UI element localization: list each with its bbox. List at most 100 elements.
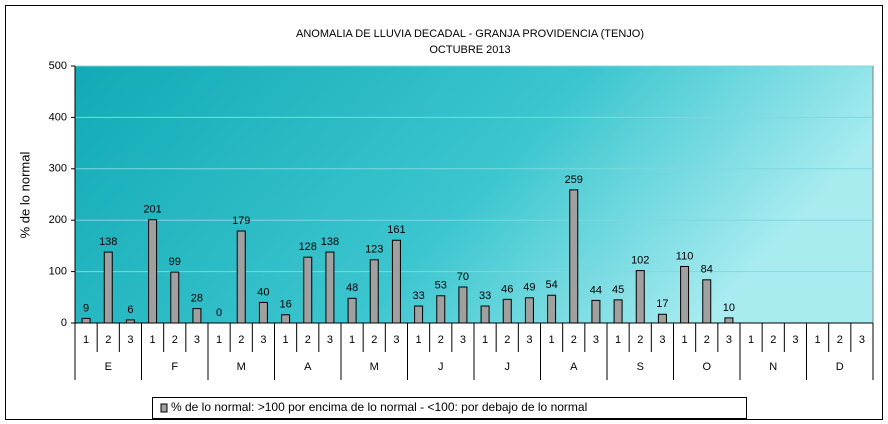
x-tick-label: 1 (682, 334, 688, 346)
chart-subtitle: OCTUBRE 2013 (429, 44, 510, 56)
bar (436, 295, 446, 324)
bar (236, 230, 246, 324)
group-label: A (570, 361, 578, 373)
data-label: 33 (479, 290, 491, 302)
data-label: 6 (127, 304, 133, 316)
x-tick-label: 1 (549, 334, 555, 346)
x-tick-label: 3 (726, 334, 732, 346)
bar (480, 305, 490, 324)
bar (702, 279, 712, 324)
bar (613, 299, 623, 324)
group-label: A (304, 361, 312, 373)
group-label: M (237, 361, 246, 373)
bar (125, 319, 135, 324)
chart-title: ANOMALIA DE LLUVIA DECADAL - GRANJA PROV… (296, 28, 644, 40)
data-label: 102 (631, 254, 649, 266)
bar (347, 297, 357, 324)
x-tick-label: 1 (748, 334, 754, 346)
bar (591, 299, 601, 324)
data-label: 40 (257, 286, 269, 298)
bar (502, 298, 512, 324)
data-label: 33 (412, 290, 424, 302)
data-label: 70 (457, 271, 469, 283)
bar (258, 301, 268, 324)
y-tick-label: 400 (49, 111, 67, 123)
x-tick-label: 3 (526, 334, 532, 346)
bar (325, 251, 335, 324)
data-label: 9 (83, 302, 89, 314)
x-tick-label: 3 (593, 334, 599, 346)
x-tick-label: 2 (238, 334, 244, 346)
bar (569, 189, 579, 324)
data-label: 44 (590, 284, 602, 296)
data-label: 161 (387, 224, 405, 236)
x-tick-label: 1 (283, 334, 289, 346)
data-label: 0 (216, 307, 222, 319)
data-label: 10 (723, 302, 735, 314)
y-tick-label: 0 (61, 317, 67, 329)
plot-area (74, 65, 874, 324)
x-tick-label: 1 (416, 334, 422, 346)
bar (524, 297, 534, 324)
legend-label: % de lo normal: >100 por encima de lo no… (171, 400, 587, 414)
legend (152, 397, 747, 419)
data-label: 84 (701, 264, 713, 276)
data-label: 138 (321, 236, 339, 248)
x-tick-label: 3 (460, 334, 466, 346)
bar (81, 317, 91, 324)
data-label: 45 (612, 284, 624, 296)
group-label: E (105, 361, 112, 373)
bar (414, 305, 424, 324)
x-tick-label: 1 (482, 334, 488, 346)
group-label: F (171, 361, 178, 373)
group-label: D (836, 361, 844, 373)
x-tick-label: 2 (704, 334, 710, 346)
group-label: N (769, 361, 777, 373)
data-label: 54 (545, 279, 557, 291)
data-label: 201 (143, 204, 161, 216)
legend-swatch (160, 403, 168, 413)
bar (192, 308, 202, 324)
x-tick-label: 2 (371, 334, 377, 346)
y-tick-label: 200 (49, 214, 67, 226)
group-label: S (637, 361, 644, 373)
data-label: 16 (279, 299, 291, 311)
x-tick-label: 2 (305, 334, 311, 346)
data-label: 138 (99, 236, 117, 248)
bar (281, 314, 291, 324)
bar (170, 271, 180, 324)
y-tick-label: 300 (49, 163, 67, 175)
data-label: 53 (435, 280, 447, 292)
x-tick-label: 2 (770, 334, 776, 346)
data-label: 128 (299, 241, 317, 253)
data-label: 123 (365, 244, 383, 256)
bar (303, 256, 313, 324)
data-label: 259 (565, 174, 583, 186)
bar (103, 251, 113, 324)
bar (547, 294, 557, 324)
group-label: J (438, 361, 444, 373)
x-tick-label: 1 (349, 334, 355, 346)
data-label: 48 (346, 282, 358, 294)
group-label: J (505, 361, 511, 373)
bar (458, 286, 468, 324)
data-label: 179 (232, 215, 250, 227)
data-label: 99 (169, 256, 181, 268)
bar (148, 219, 158, 324)
x-tick-label: 1 (83, 334, 89, 346)
group-label: M (370, 361, 379, 373)
x-tick-label: 3 (393, 334, 399, 346)
x-tick-label: 2 (105, 334, 111, 346)
x-tick-label: 2 (637, 334, 643, 346)
group-label: O (702, 361, 711, 373)
data-label: 49 (523, 282, 535, 294)
x-tick-label: 3 (194, 334, 200, 346)
x-tick-label: 2 (504, 334, 510, 346)
bar (635, 270, 645, 324)
data-label: 17 (656, 298, 668, 310)
y-tick-label: 500 (49, 60, 67, 72)
x-tick-label: 2 (438, 334, 444, 346)
y-axis-label: % de lo normal (17, 152, 32, 239)
